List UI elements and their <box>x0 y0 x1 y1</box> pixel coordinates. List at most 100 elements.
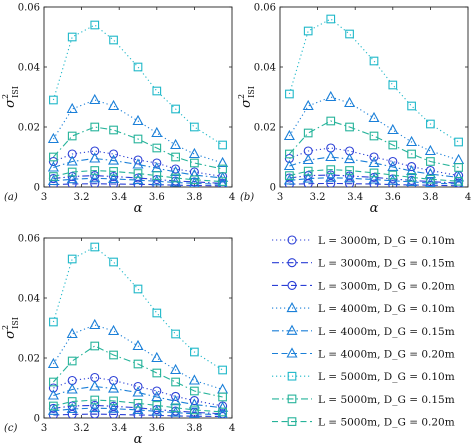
y-tick-label: 0 <box>270 183 276 194</box>
legend-marker <box>287 235 297 245</box>
y-tick-label: 0.02 <box>254 123 276 134</box>
series-9-point <box>454 176 463 186</box>
series-7-point <box>67 254 77 264</box>
x-tick-label: 3.2 <box>74 192 90 203</box>
y-axis-label-power: 2 <box>1 325 10 330</box>
series-1-point <box>171 391 181 401</box>
legend-entry-5: L = 4000m, D_G = 0.15m <box>272 324 455 338</box>
series-7-point <box>67 32 77 42</box>
y-tick-label: 0.02 <box>18 354 40 365</box>
series-1-point <box>152 158 162 168</box>
series-8-point <box>369 131 379 141</box>
series-9-point <box>285 171 294 180</box>
series-line-5 <box>53 385 223 409</box>
legend-label: L = 4000m, D_G = 0.15m <box>318 326 455 338</box>
series-7-point <box>152 86 162 96</box>
series-5-point <box>47 389 59 400</box>
series-line-3 <box>53 413 223 418</box>
series-6-point <box>424 176 436 187</box>
series-4-point <box>170 138 182 150</box>
series-1-point <box>133 155 143 165</box>
series-5-point <box>89 380 101 391</box>
series-9-point <box>49 401 58 411</box>
series-1-point <box>369 152 379 162</box>
series-8-point <box>285 149 294 159</box>
series-8-point <box>67 131 77 141</box>
series-9-point <box>345 166 354 175</box>
chart-panel-3: 3 3.2 3.4 3.6 3.8 4 0 0.02 0.04 0.06 α σ2ISI (c) <box>1 234 235 446</box>
series-line-6 <box>289 177 459 185</box>
series-9-point <box>133 169 143 178</box>
series-4-point <box>188 374 200 385</box>
series-7-point <box>171 104 180 114</box>
series-7-point <box>109 257 118 267</box>
legend-label: L = 3000m, D_G = 0.15m <box>318 258 455 270</box>
legend-entry-6: L = 4000m, D_G = 0.20m <box>272 347 455 361</box>
legend-marker <box>287 371 297 381</box>
panel-label: (c) <box>4 423 18 434</box>
series-line-2 <box>53 175 223 184</box>
series-8-point <box>133 359 143 369</box>
x-tick-label: 4 <box>465 192 471 203</box>
series-9-point <box>152 401 162 410</box>
series-3-point <box>109 409 119 418</box>
legend: L = 3000m, D_G = 0.10m L = 3000m, D_G = 0… <box>272 235 455 429</box>
series-9-point <box>67 167 77 177</box>
x-tick-label: 3 <box>277 192 283 203</box>
x-tick-label: 3.2 <box>310 192 326 203</box>
series-1-point <box>284 153 294 164</box>
series-4-point <box>344 96 356 108</box>
legend-label: L = 5000m, D_G = 0.15m <box>318 394 455 406</box>
series-line-2 <box>53 404 223 415</box>
series-1-point <box>388 156 398 167</box>
series-6-point <box>89 401 101 413</box>
series-9-point <box>109 167 118 176</box>
series-8-point <box>454 163 463 172</box>
series-5-point <box>66 155 78 166</box>
series-3-point <box>345 179 355 187</box>
series-6-point <box>189 177 200 187</box>
series-line-5 <box>53 157 223 179</box>
series-7-point <box>369 56 379 66</box>
series-9-point <box>171 403 180 413</box>
x-tick-label: 3.4 <box>347 192 363 203</box>
legend-marker <box>287 417 297 426</box>
legend-marker <box>286 301 298 313</box>
series-6-point <box>302 172 314 183</box>
legend-marker <box>286 347 298 358</box>
series-8-point <box>326 116 336 126</box>
series-4-point <box>89 93 101 105</box>
series-5-point <box>108 382 120 393</box>
series-5-point <box>387 160 399 171</box>
series-7-point <box>109 35 118 45</box>
series-3-point <box>133 179 143 187</box>
x-tick-label: 3.6 <box>149 423 165 434</box>
series-5-point <box>217 401 229 412</box>
series-8-point <box>109 125 118 135</box>
series-5-point <box>89 152 101 163</box>
series-1-point <box>67 149 77 159</box>
series-3-point <box>48 410 58 418</box>
series-5-point <box>132 386 144 397</box>
series-4-point <box>217 156 229 168</box>
series-8-point <box>152 143 162 153</box>
legend-entry-1: L = 3000m, D_G = 0.10m <box>272 235 455 247</box>
series-8-point <box>152 368 162 378</box>
series-1-point <box>425 165 435 176</box>
series-7-point <box>285 89 294 99</box>
series-group <box>47 20 229 187</box>
series-line-9 <box>53 169 223 183</box>
series-1-point <box>133 381 143 392</box>
series-3-point <box>67 179 77 187</box>
x-tick-label: 4 <box>229 423 235 434</box>
series-6-point <box>66 173 78 184</box>
series-4-point <box>47 132 59 144</box>
series-6-point <box>325 171 337 182</box>
series-9-point <box>326 165 336 174</box>
legend-label: L = 5000m, D_G = 0.10m <box>318 371 455 383</box>
series-9-point <box>190 405 199 415</box>
series-line-8 <box>52 345 223 398</box>
series-1-point <box>189 396 199 406</box>
series-6-point <box>453 177 464 187</box>
